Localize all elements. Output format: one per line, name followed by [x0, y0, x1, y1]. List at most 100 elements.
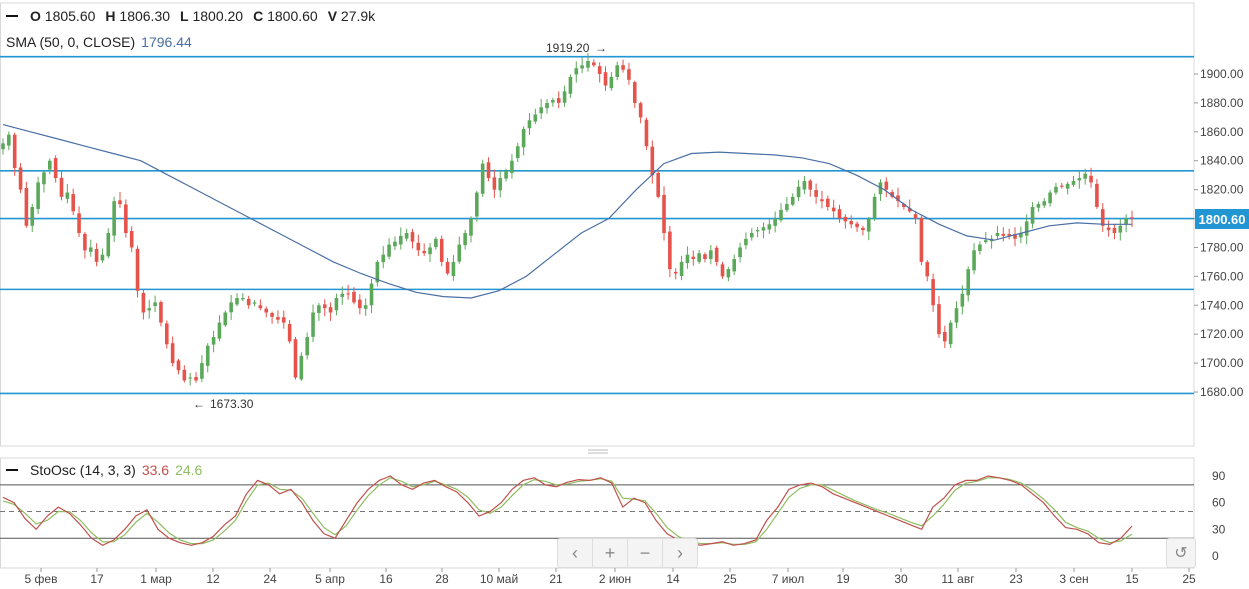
candle[interactable]: [714, 245, 719, 266]
candle[interactable]: [802, 175, 807, 195]
candle[interactable]: [311, 304, 315, 343]
candle[interactable]: [65, 183, 70, 204]
candle[interactable]: [434, 236, 438, 250]
candle[interactable]: [562, 85, 567, 107]
candle[interactable]: [650, 140, 655, 184]
candle[interactable]: [200, 355, 204, 383]
reset-zoom-button[interactable]: ↺: [1166, 538, 1196, 568]
candle[interactable]: [428, 242, 432, 263]
candle[interactable]: [1112, 223, 1117, 240]
candle[interactable]: [972, 243, 976, 275]
candle[interactable]: [387, 238, 391, 260]
candle[interactable]: [129, 226, 134, 253]
candle[interactable]: [1054, 182, 1058, 195]
candle[interactable]: [77, 206, 81, 237]
candle[interactable]: [1013, 227, 1017, 247]
candle[interactable]: [30, 203, 35, 233]
candle[interactable]: [738, 242, 742, 263]
candle[interactable]: [416, 234, 421, 257]
candle[interactable]: [978, 241, 982, 255]
candle[interactable]: [457, 236, 462, 264]
candle[interactable]: [281, 310, 286, 329]
candle[interactable]: [668, 225, 672, 278]
candle[interactable]: [866, 217, 871, 241]
candle[interactable]: [556, 91, 561, 109]
candle[interactable]: [398, 227, 403, 250]
candle[interactable]: [141, 289, 146, 320]
candle[interactable]: [896, 187, 900, 208]
candle[interactable]: [820, 190, 824, 209]
candle[interactable]: [480, 159, 485, 197]
candle[interactable]: [545, 99, 549, 114]
candle[interactable]: [568, 74, 573, 98]
candle[interactable]: [492, 169, 497, 198]
candle[interactable]: [884, 177, 889, 198]
candle[interactable]: [153, 295, 157, 313]
candle[interactable]: [814, 183, 818, 204]
candle[interactable]: [1007, 228, 1011, 240]
candle[interactable]: [808, 179, 813, 197]
candle[interactable]: [656, 170, 660, 199]
candle[interactable]: [205, 343, 210, 373]
candle[interactable]: [580, 57, 584, 74]
candle[interactable]: [720, 261, 725, 279]
candle[interactable]: [779, 203, 783, 223]
candle[interactable]: [24, 181, 29, 228]
candle[interactable]: [293, 337, 298, 380]
candle[interactable]: [989, 235, 994, 249]
candle[interactable]: [685, 246, 690, 269]
candle[interactable]: [422, 243, 426, 256]
candle[interactable]: [334, 293, 339, 316]
candle[interactable]: [504, 168, 508, 182]
candle[interactable]: [1089, 167, 1093, 188]
candle[interactable]: [954, 301, 959, 329]
candle[interactable]: [744, 232, 748, 250]
candle[interactable]: [913, 210, 918, 225]
candle[interactable]: [1024, 214, 1029, 245]
candle[interactable]: [170, 336, 175, 367]
candle[interactable]: [381, 246, 386, 269]
candle[interactable]: [919, 215, 924, 266]
candle[interactable]: [106, 228, 111, 259]
candle[interactable]: [521, 126, 526, 156]
candle[interactable]: [960, 285, 965, 315]
candle[interactable]: [223, 310, 228, 327]
candle[interactable]: [469, 216, 473, 243]
candle[interactable]: [241, 293, 245, 302]
candle[interactable]: [691, 250, 696, 266]
candle[interactable]: [439, 235, 444, 267]
candle[interactable]: [42, 170, 46, 193]
candle[interactable]: [164, 320, 169, 349]
candle[interactable]: [1095, 178, 1099, 209]
candle[interactable]: [252, 299, 257, 307]
candle[interactable]: [94, 243, 99, 267]
candle[interactable]: [217, 315, 222, 342]
candle[interactable]: [609, 72, 614, 91]
candle[interactable]: [176, 358, 181, 375]
candle[interactable]: [1001, 227, 1006, 242]
candle[interactable]: [1048, 189, 1052, 207]
candle[interactable]: [369, 278, 374, 314]
candle[interactable]: [235, 293, 239, 307]
candle[interactable]: [749, 228, 754, 241]
candle[interactable]: [7, 131, 11, 151]
candle[interactable]: [118, 192, 122, 208]
candle[interactable]: [726, 266, 731, 282]
candle[interactable]: [644, 117, 649, 150]
candle[interactable]: [1019, 226, 1023, 244]
candle[interactable]: [785, 197, 789, 213]
candle[interactable]: [12, 132, 17, 176]
candle[interactable]: [352, 287, 356, 305]
candle[interactable]: [194, 372, 198, 383]
candle[interactable]: [627, 62, 631, 85]
candle[interactable]: [246, 295, 251, 309]
candle[interactable]: [890, 189, 894, 199]
candle[interactable]: [393, 236, 397, 251]
candle[interactable]: [486, 157, 491, 182]
candle[interactable]: [1036, 201, 1041, 212]
candle[interactable]: [328, 302, 333, 321]
candle[interactable]: [112, 196, 116, 242]
candle[interactable]: [159, 300, 163, 327]
candle[interactable]: [872, 193, 877, 222]
